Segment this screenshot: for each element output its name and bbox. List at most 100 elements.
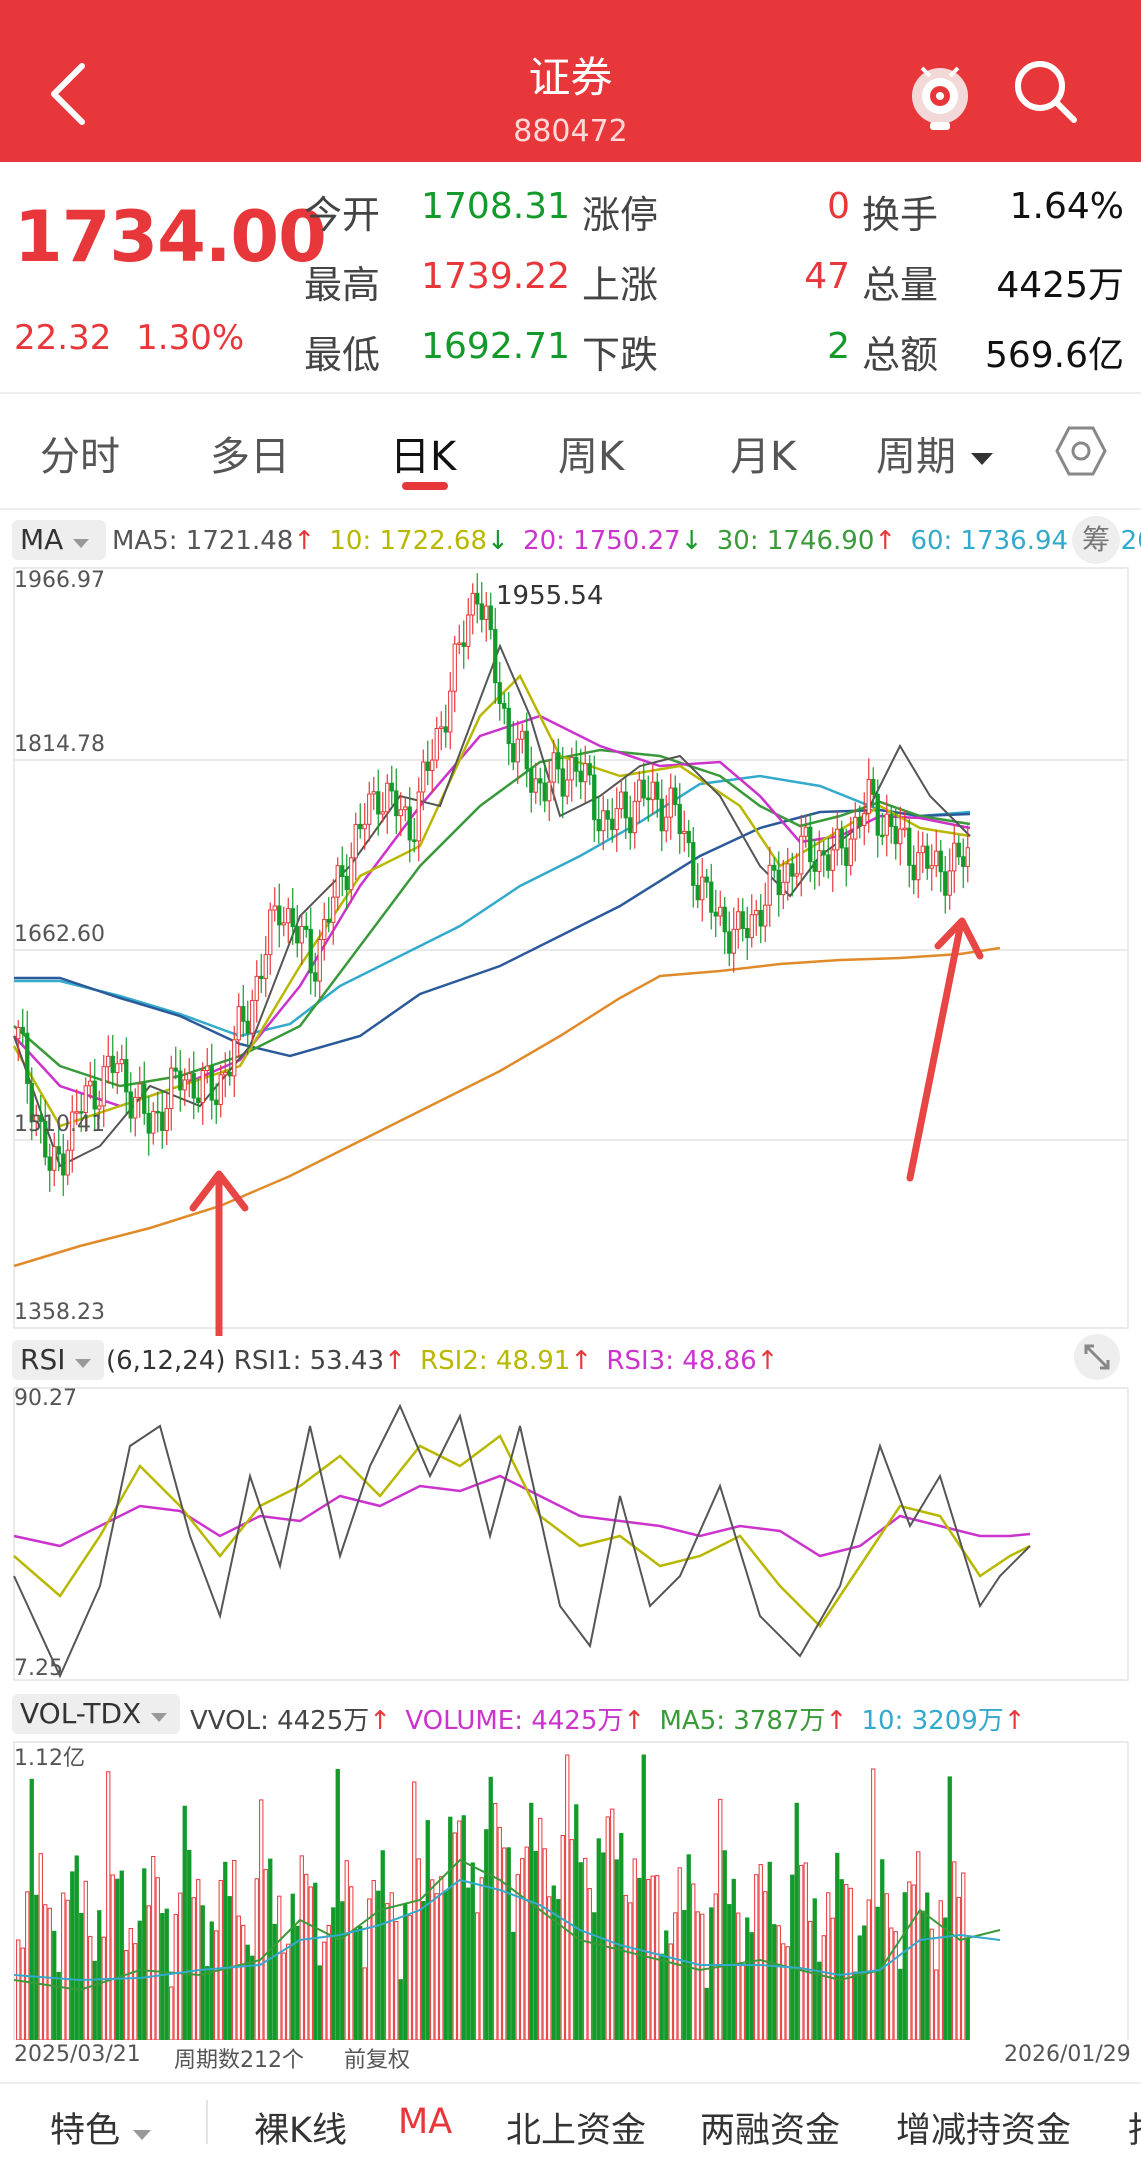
volume-bar bbox=[902, 1892, 907, 2040]
chips-button[interactable]: 筹 bbox=[1072, 516, 1120, 564]
volume-bar bbox=[461, 1815, 466, 2040]
bottom-tab-margin[interactable]: 两融资金 bbox=[700, 2111, 841, 2151]
candle bbox=[250, 999, 255, 1034]
volume-bar bbox=[128, 1928, 133, 2040]
settings-hex-icon[interactable] bbox=[1054, 424, 1108, 478]
volume-bar bbox=[394, 1921, 399, 2040]
candle bbox=[452, 643, 457, 692]
tab-period[interactable]: 周期 bbox=[876, 424, 995, 482]
candle bbox=[443, 726, 448, 733]
tab-weekly-k[interactable]: 周K bbox=[558, 434, 625, 480]
expand-button[interactable] bbox=[1074, 1334, 1120, 1380]
candle bbox=[241, 1006, 246, 1022]
tab-monthly-k[interactable]: 月K bbox=[730, 434, 797, 480]
candle bbox=[124, 1059, 129, 1093]
search-icon[interactable] bbox=[1010, 56, 1080, 126]
volume-bar bbox=[214, 1930, 219, 2040]
volume-bar bbox=[79, 1912, 84, 2040]
volume-bar bbox=[398, 1979, 403, 2040]
robot-assistant-icon[interactable] bbox=[900, 52, 980, 132]
back-icon[interactable] bbox=[40, 54, 100, 134]
volume-bar bbox=[794, 1802, 799, 2040]
rsi3-value: RSI3: 48.86 bbox=[606, 1346, 757, 1376]
volume-bar bbox=[277, 1895, 282, 2040]
candle bbox=[515, 738, 520, 763]
bottom-tab-ma[interactable]: MA bbox=[398, 2102, 453, 2142]
volume-bar bbox=[317, 1965, 322, 2040]
ma-selector[interactable]: MA bbox=[12, 520, 106, 560]
divider bbox=[0, 508, 1141, 510]
candle bbox=[542, 782, 547, 802]
volume-bar bbox=[911, 1884, 916, 2040]
volume-bar bbox=[70, 1871, 75, 2040]
candle bbox=[34, 1115, 39, 1123]
candle bbox=[722, 906, 727, 933]
candle bbox=[709, 881, 714, 913]
caret-down-icon bbox=[73, 539, 90, 548]
candle bbox=[61, 1153, 66, 1176]
candle bbox=[614, 808, 619, 831]
candle bbox=[862, 812, 867, 827]
vol-ma10-value: 10: 3209万 bbox=[861, 1706, 1004, 1736]
page-title: 证券 bbox=[528, 53, 613, 102]
volume-value: 4425万 bbox=[996, 265, 1124, 306]
candle bbox=[497, 682, 502, 705]
candle bbox=[484, 605, 489, 620]
volume-bar bbox=[848, 1887, 853, 2040]
volume-bar bbox=[497, 1826, 502, 2040]
volume-bar bbox=[803, 1862, 808, 2040]
ma-values-row: MA5: 1721.48↑ 10: 1722.68↓ 20: 1750.27↓ … bbox=[112, 526, 1141, 556]
divider bbox=[0, 392, 1141, 394]
volume-bar bbox=[371, 1879, 376, 2040]
candle bbox=[164, 1107, 169, 1132]
candle bbox=[691, 842, 696, 886]
bottom-tab-northbound[interactable]: 北上资金 bbox=[506, 2111, 647, 2151]
candle bbox=[731, 928, 736, 954]
volume-bar bbox=[281, 1952, 286, 2040]
vol-selector[interactable]: VOL-TDX bbox=[12, 1694, 180, 1734]
expand-icon bbox=[1084, 1344, 1110, 1370]
volume-bar bbox=[241, 1924, 246, 2040]
volume-bar bbox=[785, 1946, 790, 2040]
tab-intraday[interactable]: 分时 bbox=[40, 434, 120, 480]
app-header: 证券 880472 bbox=[0, 0, 1141, 162]
candle bbox=[506, 707, 511, 745]
candle bbox=[790, 863, 795, 877]
price-axis-mid3: 1510.41 bbox=[14, 1112, 105, 1137]
candle bbox=[799, 835, 804, 875]
date-end: 2026/01/29 bbox=[1004, 2042, 1131, 2067]
volume-bar bbox=[511, 1931, 516, 2040]
annotation-arrow-left bbox=[189, 1170, 249, 1336]
candle bbox=[533, 778, 538, 793]
bottom-tab-holdings-change[interactable]: 增减持资金 bbox=[896, 2111, 1072, 2151]
candle bbox=[875, 793, 880, 836]
volume-bar bbox=[551, 1885, 556, 2040]
volume-bar bbox=[790, 1874, 795, 2040]
candle bbox=[92, 1080, 97, 1110]
candle bbox=[232, 1039, 237, 1077]
tab-daily-k[interactable]: 日K bbox=[390, 434, 457, 480]
period-count: 周期数212个 bbox=[174, 2048, 304, 2073]
vol-ma10-line bbox=[13, 1878, 1001, 1982]
bottom-tab-special[interactable]: 特色 bbox=[50, 2102, 153, 2153]
volume-bar bbox=[682, 1909, 687, 2040]
candle bbox=[214, 1099, 219, 1105]
candle bbox=[605, 810, 610, 820]
tab-multiday[interactable]: 多日 bbox=[210, 434, 290, 480]
candlesticks bbox=[16, 573, 970, 1197]
bottom-tab-more[interactable]: 指 bbox=[1128, 2102, 1141, 2153]
candle bbox=[376, 791, 381, 815]
candle bbox=[403, 806, 408, 811]
candle bbox=[551, 752, 556, 783]
bottom-tab-special-label: 特色 bbox=[50, 2111, 121, 2151]
volume-bar bbox=[101, 1936, 106, 2040]
candle bbox=[254, 975, 259, 1001]
caret-down-icon bbox=[133, 2130, 152, 2140]
volume-bar bbox=[259, 1799, 264, 2040]
rsi-params: (6,12,24) bbox=[106, 1346, 226, 1376]
bottom-tab-naked-k[interactable]: 裸K线 bbox=[254, 2111, 347, 2151]
kline-chart[interactable]: 1955.54 bbox=[0, 566, 1141, 1336]
rsi-selector[interactable]: RSI bbox=[12, 1340, 104, 1380]
volume-bar bbox=[466, 1887, 471, 2040]
bottom-toolbar bbox=[0, 2082, 1141, 2179]
